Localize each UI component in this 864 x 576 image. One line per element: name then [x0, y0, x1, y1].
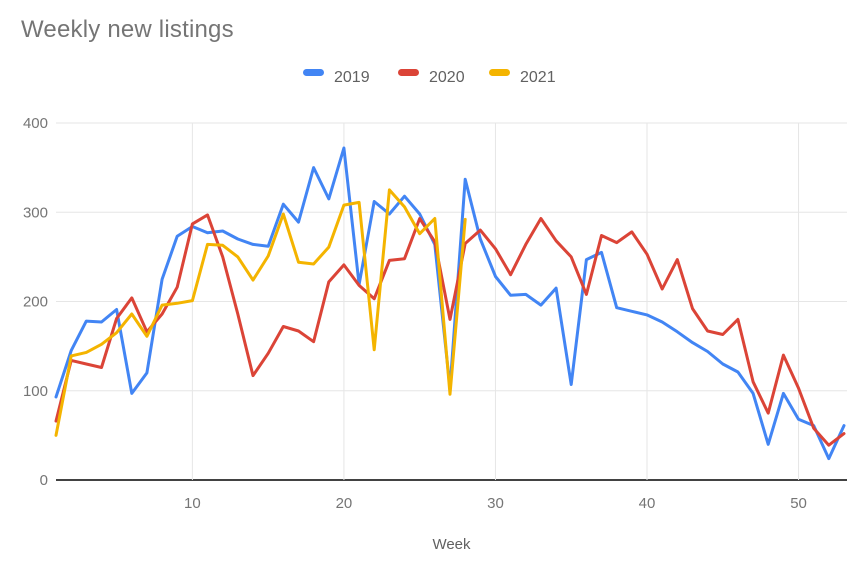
x-tick-label-50: 50 — [790, 495, 807, 512]
y-tick-label-200: 200 — [23, 294, 48, 311]
legend-item-2019[interactable]: 2019 — [303, 69, 370, 86]
chart-title: Weekly new listings — [21, 16, 234, 43]
y-tick-label-100: 100 — [23, 383, 48, 400]
y-tick-label-300: 300 — [23, 204, 48, 221]
chart-gridlines — [56, 122, 847, 481]
x-tick-label-10: 10 — [184, 495, 201, 512]
legend-label-2021: 2021 — [520, 69, 556, 86]
chart-series-lines — [54, 146, 846, 461]
x-tick-label-20: 20 — [336, 495, 353, 512]
legend-label-2020: 2020 — [429, 69, 465, 86]
legend-swatch-2019 — [303, 69, 324, 76]
legend-swatch-2021 — [489, 69, 510, 76]
chart-legend: 2019 2020 2021 — [303, 69, 556, 86]
legend-label-2019: 2019 — [334, 69, 370, 86]
legend-item-2020[interactable]: 2020 — [398, 69, 465, 86]
legend-item-2021[interactable]: 2021 — [489, 69, 556, 86]
series-line-2020[interactable] — [54, 213, 846, 447]
series-line-2021[interactable] — [54, 188, 467, 437]
x-axis-title: Week — [432, 536, 471, 553]
x-tick-label-40: 40 — [639, 495, 656, 512]
x-tick-label-30: 30 — [487, 495, 504, 512]
legend-swatch-2020 — [398, 69, 419, 76]
y-tick-label-400: 400 — [23, 115, 48, 132]
y-tick-label-0: 0 — [40, 472, 48, 489]
chart-axis-labels: 0 100 200 300 400 10 20 30 40 50 Week — [23, 115, 807, 553]
